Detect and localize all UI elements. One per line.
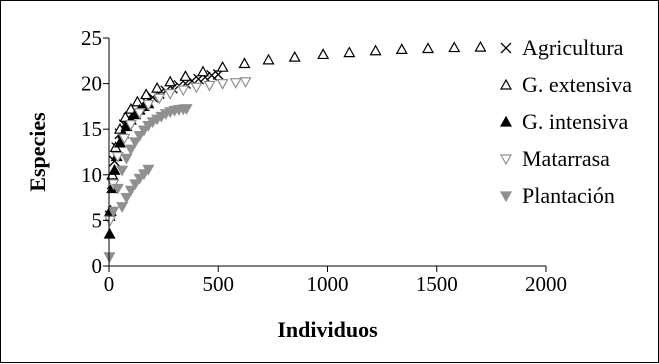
data-point (164, 75, 177, 87)
data-point (180, 104, 193, 115)
data-point (216, 78, 229, 90)
y-tick-label: 5 (92, 208, 103, 232)
data-point (421, 42, 435, 54)
legend-item: G. intensiva (499, 109, 629, 134)
series-3 (104, 77, 252, 227)
x-tick-label: 500 (203, 272, 235, 296)
data-point (129, 137, 142, 149)
data-point (116, 165, 129, 177)
data-point (142, 164, 155, 176)
data-point (118, 133, 131, 145)
y-axis-ticks: 0 5 10 15 20 25 (81, 26, 109, 278)
series-4 (103, 104, 193, 264)
data-point (116, 202, 129, 213)
x-tick-label: 1000 (307, 272, 349, 296)
y-axis-title: Especies (25, 112, 50, 192)
data-point (119, 111, 132, 122)
legend-item: Agricultura (500, 35, 624, 60)
legend-marker (499, 78, 513, 90)
data-point (124, 185, 137, 197)
data-point (239, 77, 252, 89)
data-point (229, 78, 242, 89)
data-point (142, 99, 155, 111)
data-point (133, 130, 146, 142)
data-point (113, 136, 126, 148)
data-point (111, 151, 124, 163)
plot-area (103, 40, 487, 264)
y-tick-label: 0 (92, 254, 103, 278)
data-point (151, 81, 164, 93)
data-point (131, 95, 144, 107)
x-axis-ticks: 0 500 1000 1500 2000 (104, 266, 567, 296)
data-point (395, 43, 408, 55)
data-point (153, 93, 166, 105)
data-point (369, 44, 382, 56)
legend-item: Matarrasa (499, 146, 610, 171)
data-point (124, 102, 137, 114)
data-point (216, 60, 229, 72)
data-point (262, 53, 275, 65)
y-tick-label: 10 (81, 163, 102, 187)
x-tick-label: 2000 (525, 272, 567, 296)
data-point (129, 179, 142, 191)
legend-label: Plantación (522, 183, 615, 208)
data-point (179, 70, 192, 81)
legend-marker (499, 191, 513, 203)
data-point (120, 153, 133, 165)
legend-label: Agricultura (522, 35, 624, 60)
legend-item: G. extensiva (499, 72, 632, 97)
series-1 (104, 40, 487, 216)
data-point (196, 65, 209, 77)
data-point (343, 46, 356, 58)
x-tick-label: 0 (104, 272, 115, 296)
data-point (317, 48, 330, 60)
data-point (107, 206, 120, 218)
x-tick-label: 1500 (416, 272, 458, 296)
axes: 0 500 1000 1500 2000 0 5 10 15 20 25 (81, 26, 567, 296)
legend-marker (499, 154, 513, 166)
data-point (474, 40, 487, 52)
data-point (124, 120, 137, 131)
legend-label: G. intensiva (522, 109, 629, 134)
data-point (448, 41, 461, 53)
data-point (203, 80, 216, 92)
legend: Agricultura G. extensiva G. intensiva Matar… (499, 35, 632, 208)
y-tick-label: 20 (81, 72, 102, 96)
data-point (164, 89, 177, 100)
y-tick-label: 25 (81, 26, 102, 50)
legend-label: Matarrasa (522, 146, 610, 171)
data-point (133, 108, 146, 120)
data-point (108, 164, 121, 175)
legend-marker (500, 42, 512, 54)
legend-label: G. extensiva (522, 72, 632, 97)
legend-marker (499, 115, 513, 127)
data-point (190, 82, 203, 94)
data-point (177, 85, 190, 97)
data-point (120, 193, 133, 204)
legend-item: Plantación (499, 183, 615, 208)
data-point (238, 57, 251, 69)
y-tick-label: 15 (81, 117, 102, 141)
data-point (124, 144, 137, 156)
data-point (288, 50, 301, 62)
data-point (140, 88, 153, 100)
x-axis-title: Individuos (277, 317, 378, 342)
data-point (103, 227, 116, 239)
data-point (111, 183, 124, 195)
